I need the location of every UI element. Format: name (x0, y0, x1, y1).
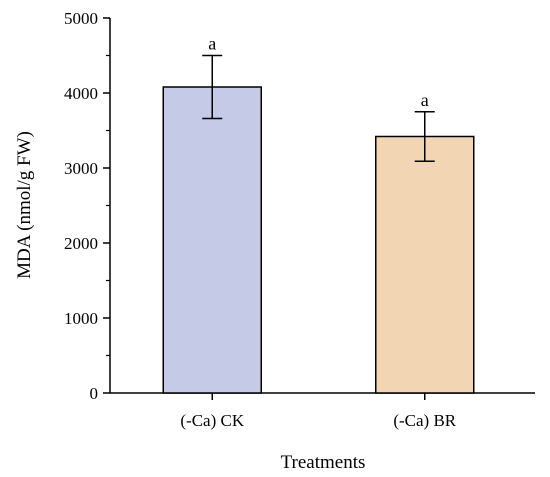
x-axis-title: Treatments (281, 452, 366, 473)
y-tick-label: 4000 (64, 84, 98, 103)
significance-label: a (208, 34, 216, 54)
y-tick-label: 3000 (64, 159, 98, 178)
y-tick-label: 0 (90, 384, 99, 403)
bar (375, 135, 475, 394)
x-ticks: (-Ca) CK (-Ca) BR (180, 393, 457, 430)
significance-labels: aa (208, 34, 429, 110)
bar (162, 86, 262, 394)
x-tick-label: (-Ca) CK (180, 411, 244, 430)
y-tick-label: 2000 (64, 234, 98, 253)
y-axis-title: MDA (nmol/g FW) (14, 131, 35, 279)
significance-label: a (421, 90, 429, 110)
y-tick-label: 1000 (64, 309, 98, 328)
x-tick-label: (-Ca) BR (393, 411, 456, 430)
y-tick-label: 5000 (64, 9, 98, 28)
error-bars (202, 54, 435, 162)
y-ticks: 0 1000 2000 3000 4000 5000 (64, 9, 110, 403)
bars (162, 86, 475, 394)
